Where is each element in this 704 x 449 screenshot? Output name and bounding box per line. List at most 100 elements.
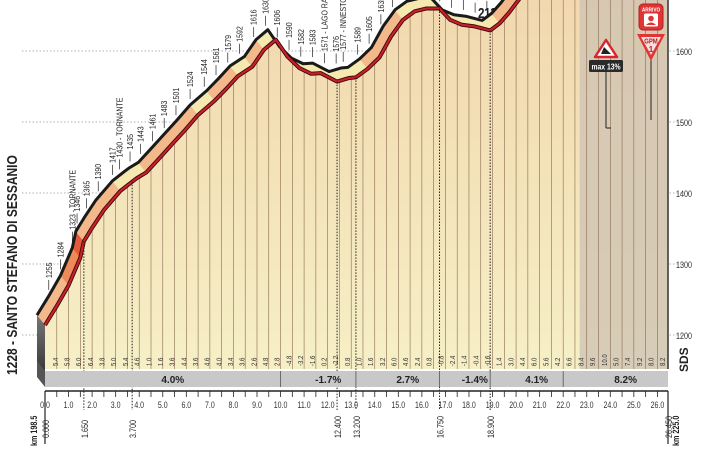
segment-gradient: 4.4: [181, 357, 189, 366]
gradient-band: 5.4 5.8 6.0 6.4 3.8 5.0 5.4 4.6 1.0 1.6 3.6 4.4 3.6 4…: [37, 354, 668, 387]
segment-gradient: -1.6: [309, 355, 317, 366]
altitude-label: 1284: [56, 241, 66, 257]
altitude-tick-label: 1300: [676, 260, 692, 270]
profile-fill: [45, 0, 668, 369]
altitude-label: 1461: [148, 114, 158, 129]
km-marker-label: 18.900: [486, 416, 496, 438]
altitude-label: 1346: [72, 196, 82, 211]
segment-gradient: 4.6: [204, 357, 212, 366]
x-tick-label: 21.0: [533, 400, 547, 410]
altitude-label: 1616: [249, 10, 259, 25]
altitude-label: 1417: [108, 147, 118, 162]
altitude-label: 1635: [376, 0, 386, 12]
km-marker-label: 16.750: [436, 416, 446, 438]
segment-gradient: 4.4: [519, 357, 527, 366]
altitude-label: 1577 - INNESTO SS.17BIS: [339, 0, 349, 50]
altitude-label: 1561: [211, 48, 221, 63]
steep-gradient-glyph: [601, 47, 611, 54]
altitude-label: 1483: [160, 101, 170, 116]
segment-gradient: 6.4: [87, 357, 95, 366]
km-marker-label: 1.650: [80, 420, 90, 438]
segment-gradient: 9.6: [590, 357, 598, 366]
segment-gradient: -3.2: [298, 355, 306, 366]
x-tick-label: 3.0: [111, 400, 121, 410]
altitude-label: 1589: [353, 27, 363, 42]
x-tick-label: 25.0: [627, 400, 641, 410]
gpm-icon-inner: [641, 37, 661, 55]
arrivo-glyph-base: [646, 22, 656, 25]
segment-gradient: 4.0: [216, 357, 224, 366]
x-tick-label: 9.0: [252, 400, 262, 410]
altitude-label: 1606: [273, 10, 283, 25]
gpm-category: 1: [649, 45, 654, 54]
x-tick-label: 1.0: [64, 400, 74, 410]
segment-gradient: 0.8: [426, 357, 434, 366]
segment-gradient: -0.8: [438, 355, 446, 366]
segment-gradient: -4.8: [286, 355, 294, 366]
segment-gradient: 3.8: [99, 357, 107, 366]
altitude-label: 1544: [200, 59, 210, 75]
segment-gradient: 4.8: [263, 357, 271, 366]
section-average-gradient: 8.2%: [614, 375, 637, 386]
arrivo-label: ARRIVO: [642, 7, 660, 13]
segment-gradient: 3.6: [239, 357, 247, 366]
segment-gradient: 3.4: [228, 357, 236, 366]
segment-gradient: 6.6: [566, 357, 574, 366]
profile-outline: [35, 0, 505, 316]
altitude-label: 1583: [308, 30, 318, 45]
segment-gradient: 5.6: [543, 357, 551, 366]
section-average-gradient: 4.0%: [161, 375, 184, 386]
segment-gradient: 1.4: [496, 357, 504, 366]
altitude-tick-label: 1600: [676, 47, 692, 57]
start-location-label: 1228 - SANTO STEFANO DI SESSANIO: [4, 155, 21, 375]
km-axis: 0.0 1.0 2.0 3.0 4.0 5.0 6.0 7.0 8.0 9.0 10.0 11.0 12…: [29, 347, 691, 446]
segment-gradient: 1.6: [368, 357, 376, 366]
x-tick-label: 5.0: [158, 400, 168, 410]
segment-gradient: 6.0: [76, 357, 84, 366]
x-tick-label: 20.0: [509, 400, 523, 410]
x-tick-label: 7.0: [205, 400, 215, 410]
altitude-tick-label: 1400: [676, 189, 692, 199]
arrivo-glyph: [648, 15, 654, 22]
x-tick-label: 17.0: [439, 400, 453, 410]
x-tick-label: 2.0: [87, 400, 97, 410]
x-tick-label: 4.0: [134, 400, 144, 410]
x-tick-label: 23.0: [580, 400, 594, 410]
altitude-axis: 1200130014001500160017001800190020002100: [676, 47, 692, 341]
km-marker-label: 12.400: [333, 416, 343, 438]
segment-gradient: 6.0: [391, 357, 399, 366]
km-marker-label: 26.450: [664, 416, 674, 438]
segment-gradient: 6.0: [531, 357, 539, 366]
road-edge-red: [44, 0, 520, 326]
km-marker-label: 0.000: [41, 420, 51, 438]
segment-gradient: 4.6: [403, 357, 411, 366]
altitude-label: 1571 - LAGO RACOLLO: [320, 0, 330, 51]
gpm-label: GPM: [644, 38, 658, 46]
altitude-tick-label: 1200: [676, 331, 692, 341]
altitude-label: 1430 - TORNANTE: [115, 98, 125, 158]
profile-fill-steep: [579, 0, 668, 369]
altitude-tick-label: 1500: [676, 118, 692, 128]
segment-gradient: -1.4: [461, 355, 469, 366]
altitude-label: 1323 - TORNANTE: [68, 170, 78, 230]
segment-gradient: 5.0: [111, 357, 119, 366]
segment-gradient: 1.0: [146, 357, 154, 366]
segment-gradient: 4.2: [555, 357, 563, 366]
steep-gradient-icon: [593, 38, 619, 59]
x-tick-label: 6.0: [181, 400, 191, 410]
segment-gradient: 10.0: [601, 354, 609, 366]
segment-gradient: 8.0: [648, 357, 656, 366]
section-average-gradient: -1.4%: [462, 375, 488, 386]
x-tick-label: 11.0: [298, 400, 312, 410]
x-tick-label: 13.0: [344, 400, 358, 410]
altitude-label: 1590: [284, 22, 294, 38]
segment-gradient: 2.4: [414, 357, 422, 366]
km-marker-label: 3.700: [128, 420, 138, 438]
x-tick-label: 19.0: [486, 400, 500, 410]
segment-gradient: 3.6: [169, 357, 177, 366]
segment-gradient: 2.6: [251, 357, 259, 366]
altitude-label: 1501: [171, 88, 181, 103]
